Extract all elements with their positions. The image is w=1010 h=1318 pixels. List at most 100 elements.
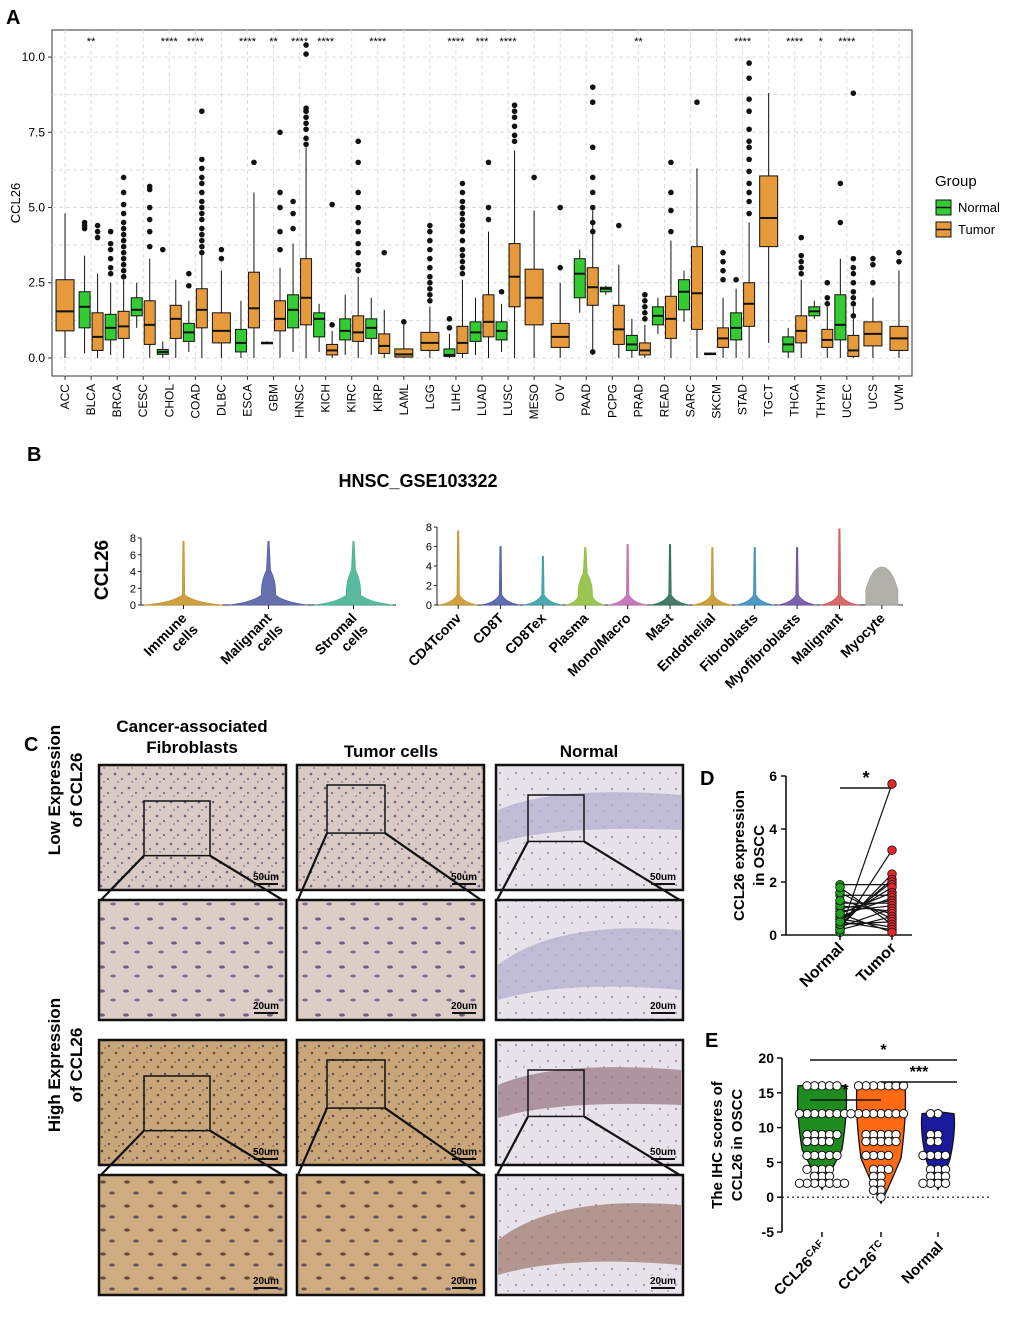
zoom-connector xyxy=(98,1129,145,1178)
x-tick-label: LIHC xyxy=(449,384,463,412)
outlier-point xyxy=(642,316,648,322)
y-axis-label: CCL26 xyxy=(8,183,23,223)
box xyxy=(821,328,834,348)
outlier-point xyxy=(355,204,361,211)
y-tick-label: 7.5 xyxy=(28,125,45,139)
outlier-point xyxy=(427,273,433,280)
outlier-point xyxy=(355,249,361,256)
outlier-point xyxy=(589,174,596,181)
outlier-point xyxy=(746,60,752,66)
outlier-point xyxy=(459,198,466,205)
outlier-point xyxy=(798,252,805,259)
outlier-point xyxy=(427,237,433,244)
significance-label: **** xyxy=(317,36,335,48)
epithelium-band xyxy=(498,792,681,843)
box xyxy=(169,304,182,339)
box xyxy=(274,300,287,332)
ihc-image-high-mag xyxy=(97,1173,288,1297)
inset-box xyxy=(143,1075,211,1132)
data-point xyxy=(853,1081,864,1091)
outlier-point xyxy=(427,285,433,292)
x-tick-label: CCL26TC xyxy=(834,1238,890,1294)
outlier-point xyxy=(107,228,114,235)
outlier-point xyxy=(277,204,283,211)
outlier-point xyxy=(120,273,127,280)
outlier-point xyxy=(251,159,257,166)
outlier-point xyxy=(107,264,114,271)
data-point xyxy=(868,1185,879,1195)
x-tick-label: CD8T xyxy=(469,609,506,646)
outlier-point xyxy=(329,322,335,328)
outlier-point xyxy=(589,144,596,151)
column-title: Normal xyxy=(560,742,619,761)
scale-bar-label: 50um xyxy=(650,1147,676,1158)
outlier-point xyxy=(199,189,205,196)
outlier-point xyxy=(798,264,805,271)
box xyxy=(130,297,143,317)
scale-bar-label: 20um xyxy=(253,1276,279,1287)
outlier-point xyxy=(94,222,101,229)
box xyxy=(730,312,743,341)
outlier-point xyxy=(459,258,466,265)
outlier-point xyxy=(589,99,596,106)
scale-bar-label: 50um xyxy=(253,872,279,883)
x-tick-label: THYM xyxy=(814,384,828,418)
zoom-connector xyxy=(295,832,329,903)
outlier-point xyxy=(199,180,205,187)
outlier-point xyxy=(746,180,752,187)
outlier-point xyxy=(120,249,127,256)
box xyxy=(677,279,690,311)
outlier-point xyxy=(746,96,752,102)
outlier-point xyxy=(427,264,433,271)
outlier-point xyxy=(850,255,857,262)
outlier-point xyxy=(850,300,857,307)
outlier-point xyxy=(107,270,114,277)
inset-box xyxy=(527,1069,585,1118)
x-tick-label: PCPG xyxy=(605,384,619,418)
outlier-point xyxy=(199,165,205,172)
violin-shape xyxy=(608,544,648,606)
x-tick-label: Normal xyxy=(898,1239,947,1288)
chart-title: HNSC_GSE103322 xyxy=(338,471,497,491)
violin-shape xyxy=(777,547,817,606)
x-tick-label: Tumor xyxy=(853,940,899,986)
y-tick-label: 10 xyxy=(758,1120,774,1136)
outlier-point xyxy=(199,237,205,244)
x-tick-label: UCS xyxy=(866,384,880,409)
outlier-point xyxy=(511,132,518,139)
box xyxy=(378,333,391,354)
ihc-image-high-mag xyxy=(295,1173,486,1297)
outlier-point xyxy=(277,189,283,196)
x-tick-label: CD4Tconv xyxy=(405,610,465,670)
data-point xyxy=(802,1150,812,1161)
outlier-point xyxy=(199,108,205,115)
outlier-point xyxy=(459,189,466,196)
x-tick-label: KICH xyxy=(319,384,333,413)
x-tick-label: UCEC xyxy=(840,384,854,418)
significance-label: ** xyxy=(269,36,278,48)
y-tick-label: 6 xyxy=(426,542,432,554)
outlier-point xyxy=(589,219,596,226)
scale-bar-label: 50um xyxy=(253,1147,279,1158)
outlier-point xyxy=(824,300,831,307)
outlier-point xyxy=(146,186,153,193)
y-tick-label: 10.0 xyxy=(22,50,46,64)
zoom-connector xyxy=(209,1129,287,1178)
zoom-connector xyxy=(98,854,145,903)
data-point xyxy=(861,1136,871,1147)
x-tick-label: KIRC xyxy=(345,384,359,413)
outlier-point xyxy=(120,219,127,226)
x-tick-label: Immunecells xyxy=(140,610,201,671)
outlier-point xyxy=(218,246,225,253)
data-point xyxy=(918,1150,928,1161)
outlier-point xyxy=(798,270,805,277)
x-tick-label: SKCM xyxy=(710,384,724,419)
outlier-point xyxy=(303,141,309,148)
significance-label: **** xyxy=(369,36,387,48)
outlier-point xyxy=(870,279,876,286)
legend-title: Group xyxy=(935,173,977,190)
outlier-point xyxy=(303,135,309,142)
data-point xyxy=(883,1150,894,1161)
